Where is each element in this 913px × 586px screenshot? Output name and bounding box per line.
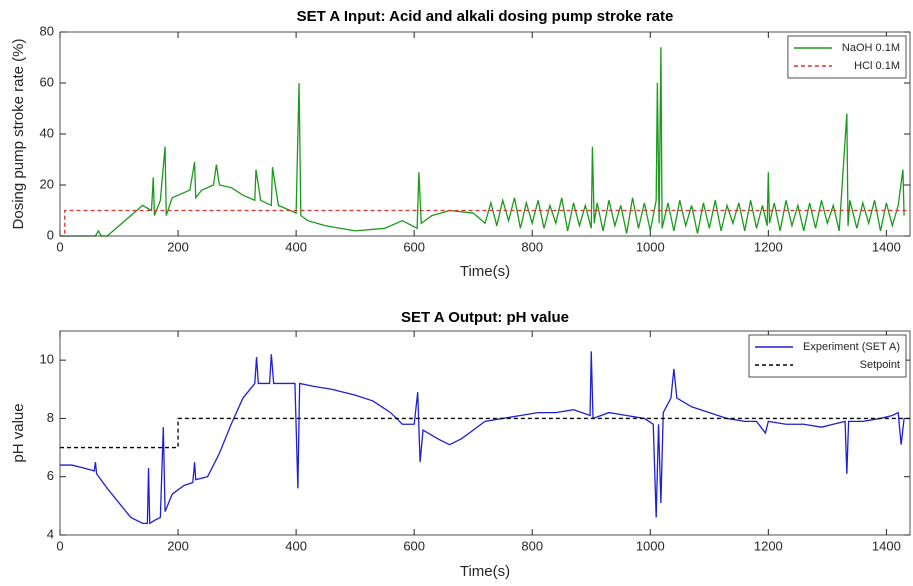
data-line	[60, 351, 905, 525]
chart-title: SET A Input: Acid and alkali dosing pump…	[297, 8, 674, 25]
axes-box	[59, 31, 911, 237]
legend-label: HCl 0.1M	[854, 60, 900, 72]
x-tick-label: 1400	[872, 239, 901, 254]
y-axis-label: pH value	[10, 403, 27, 462]
legend	[787, 35, 907, 79]
y-tick-label: 6	[47, 468, 54, 483]
y-tick-label: 80	[40, 23, 54, 38]
y-tick-label: 40	[40, 125, 54, 140]
x-tick-label: 1000	[636, 239, 665, 254]
x-tick-label: 200	[167, 239, 189, 254]
axes-box	[59, 330, 911, 536]
y-tick-label: 4	[47, 526, 54, 541]
x-tick-label: 400	[285, 239, 307, 254]
y-tick-label: 8	[47, 410, 54, 425]
y-tick-label: 10	[40, 352, 54, 367]
x-tick-label: 600	[403, 538, 425, 553]
x-tick-label: 800	[521, 239, 543, 254]
x-tick-label: 400	[285, 538, 307, 553]
legend-label: Experiment (SET A)	[803, 341, 900, 353]
plot-area	[60, 32, 910, 236]
x-tick-label: 200	[167, 538, 189, 553]
y-axis-label: Dosing pump stroke rate (%)	[10, 39, 27, 230]
data-line	[60, 47, 905, 237]
chart-title: SET A Output: pH value	[401, 309, 569, 326]
x-tick-label: 1000	[636, 538, 665, 553]
legend-label: Setpoint	[860, 359, 900, 371]
y-tick-label: 20	[40, 176, 54, 191]
data-line	[60, 417, 910, 449]
y-tick-label: 0	[47, 227, 54, 242]
x-tick-label: 600	[403, 239, 425, 254]
x-tick-label: 800	[521, 538, 543, 553]
y-tick-label: 60	[40, 74, 54, 89]
x-tick-label: 0	[56, 538, 63, 553]
x-tick-label: 1400	[872, 538, 901, 553]
legend-label: NaOH 0.1M	[842, 42, 900, 54]
legend	[748, 334, 907, 378]
x-tick-label: 0	[56, 239, 63, 254]
x-tick-label: 1200	[754, 239, 783, 254]
x-axis-label: Time(s)	[460, 263, 510, 280]
x-axis-label: Time(s)	[460, 563, 510, 580]
x-tick-label: 1200	[754, 538, 783, 553]
